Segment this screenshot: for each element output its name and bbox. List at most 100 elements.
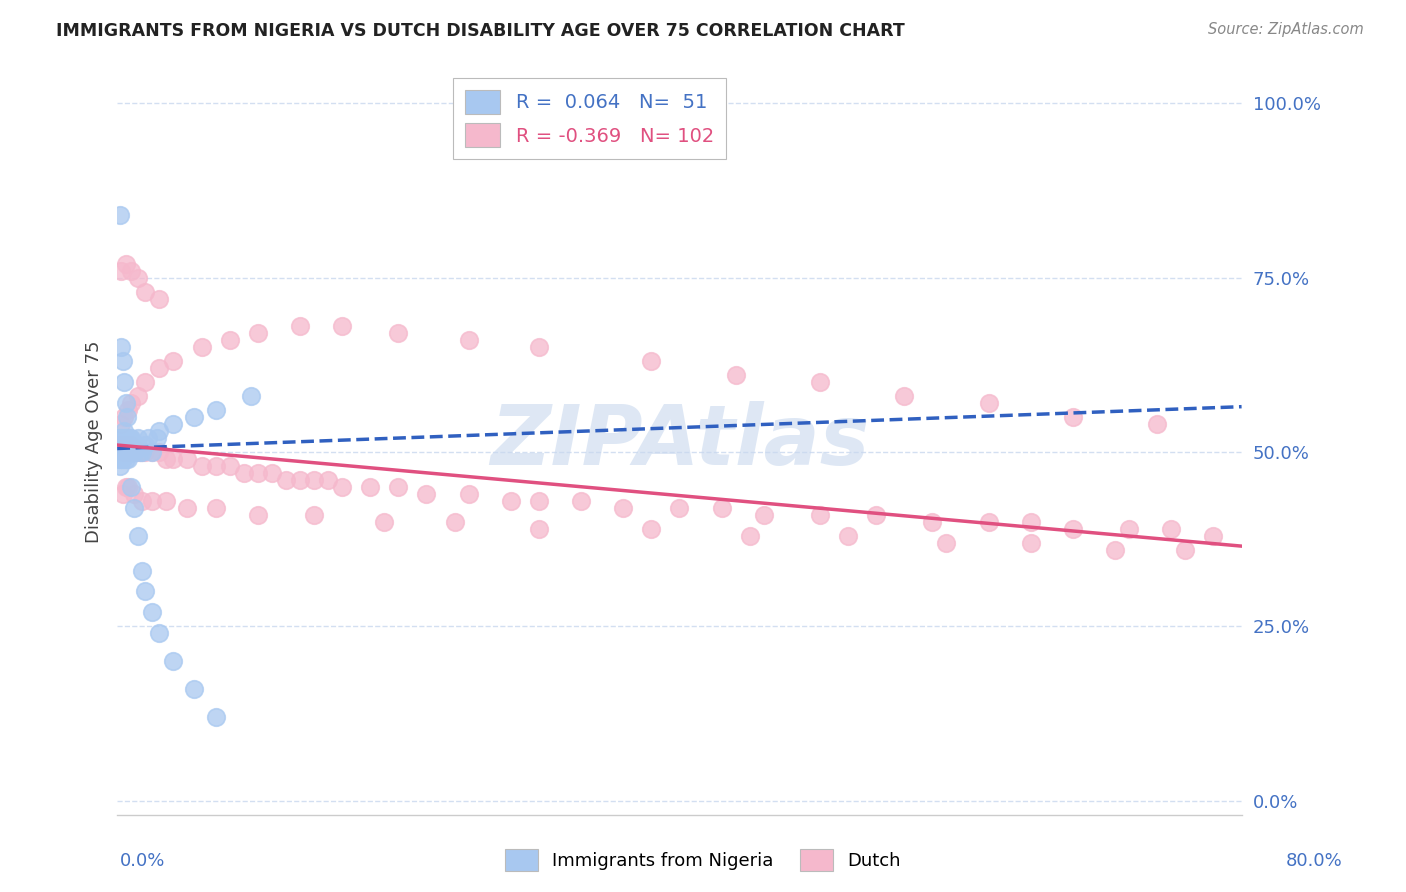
Point xyxy=(115,431,138,445)
Point xyxy=(162,452,184,467)
Point xyxy=(148,445,170,459)
Point xyxy=(131,445,153,459)
Point xyxy=(134,376,156,390)
Point xyxy=(136,431,159,445)
Point xyxy=(117,438,139,452)
Point xyxy=(128,445,150,459)
Point xyxy=(114,257,136,271)
Point xyxy=(117,445,139,459)
Point xyxy=(977,396,1000,410)
Point xyxy=(110,445,132,459)
Point xyxy=(218,334,240,348)
Point xyxy=(668,500,690,515)
Point xyxy=(190,340,212,354)
Point xyxy=(141,493,163,508)
Point xyxy=(176,500,198,515)
Point xyxy=(148,626,170,640)
Point xyxy=(110,417,132,431)
Point xyxy=(808,508,831,522)
Point xyxy=(176,452,198,467)
Point xyxy=(110,438,132,452)
Point xyxy=(115,445,138,459)
Point xyxy=(111,487,134,501)
Text: ZIPAtlas: ZIPAtlas xyxy=(489,401,869,482)
Point xyxy=(162,654,184,668)
Point xyxy=(134,438,156,452)
Point xyxy=(122,438,145,452)
Point xyxy=(457,487,479,501)
Point xyxy=(114,438,136,452)
Point xyxy=(117,445,139,459)
Point xyxy=(457,334,479,348)
Point xyxy=(415,487,437,501)
Point xyxy=(204,710,226,724)
Point xyxy=(107,431,129,445)
Point xyxy=(387,326,409,341)
Point xyxy=(108,458,131,473)
Point xyxy=(155,452,177,467)
Point xyxy=(110,263,132,277)
Point xyxy=(112,445,135,459)
Point xyxy=(246,508,269,522)
Point xyxy=(122,445,145,459)
Point xyxy=(108,438,131,452)
Point xyxy=(1062,522,1084,536)
Point xyxy=(1019,515,1042,529)
Point xyxy=(117,403,139,417)
Point xyxy=(640,522,662,536)
Point xyxy=(893,389,915,403)
Point xyxy=(112,445,135,459)
Point xyxy=(246,326,269,341)
Legend: R =  0.064   N=  51, R = -0.369   N= 102: R = 0.064 N= 51, R = -0.369 N= 102 xyxy=(453,78,725,159)
Point xyxy=(111,438,134,452)
Point xyxy=(239,389,262,403)
Point xyxy=(108,431,131,445)
Point xyxy=(122,487,145,501)
Point xyxy=(107,452,129,467)
Point xyxy=(837,529,859,543)
Point xyxy=(330,480,353,494)
Point xyxy=(114,396,136,410)
Point xyxy=(131,564,153,578)
Point xyxy=(131,493,153,508)
Point xyxy=(114,480,136,494)
Point xyxy=(865,508,887,522)
Point xyxy=(141,606,163,620)
Point xyxy=(1118,522,1140,536)
Point xyxy=(1062,410,1084,425)
Point xyxy=(274,473,297,487)
Point xyxy=(111,445,134,459)
Point xyxy=(288,473,311,487)
Point xyxy=(288,319,311,334)
Point xyxy=(114,452,136,467)
Point xyxy=(499,493,522,508)
Point xyxy=(111,452,134,467)
Point xyxy=(1146,417,1168,431)
Point xyxy=(128,445,150,459)
Point xyxy=(359,480,381,494)
Point xyxy=(148,424,170,438)
Point xyxy=(125,438,148,452)
Point xyxy=(204,500,226,515)
Point xyxy=(977,515,1000,529)
Point xyxy=(204,458,226,473)
Point xyxy=(120,431,142,445)
Point xyxy=(527,493,550,508)
Point xyxy=(141,445,163,459)
Point xyxy=(131,445,153,459)
Point xyxy=(527,522,550,536)
Point xyxy=(111,431,134,445)
Point xyxy=(527,340,550,354)
Point xyxy=(190,458,212,473)
Point xyxy=(232,466,254,480)
Point xyxy=(218,458,240,473)
Point xyxy=(112,424,135,438)
Point xyxy=(155,493,177,508)
Point xyxy=(1160,522,1182,536)
Point xyxy=(127,389,149,403)
Point xyxy=(110,340,132,354)
Point xyxy=(387,480,409,494)
Point xyxy=(125,445,148,459)
Point xyxy=(114,445,136,459)
Point xyxy=(738,529,761,543)
